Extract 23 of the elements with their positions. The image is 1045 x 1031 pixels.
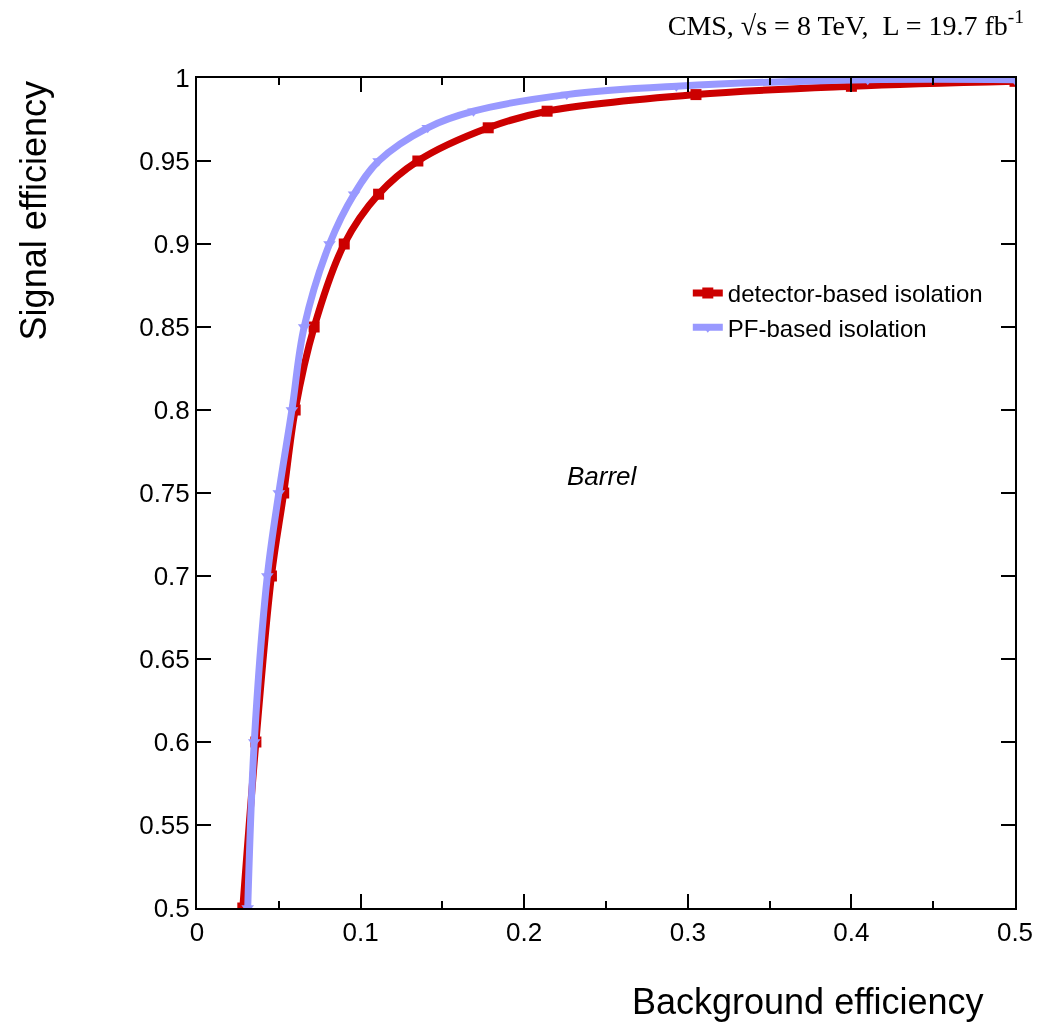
y-tick-label: 0.95 <box>139 146 190 177</box>
x-tick-label: 0.2 <box>506 917 543 948</box>
legend-label: detector-based isolation <box>727 280 983 308</box>
y-axis-title: Signal efficiency <box>13 80 55 341</box>
y-tick-label: 0.55 <box>139 810 190 841</box>
y-tick-label: 0.7 <box>153 561 190 592</box>
x-tick-label: 0.3 <box>669 917 706 948</box>
y-tick-label: 0.9 <box>153 229 190 260</box>
y-tick-label: 0.65 <box>139 644 190 675</box>
annotation: Barrel <box>567 461 638 491</box>
y-tick-label: 0.6 <box>153 727 190 758</box>
x-tick-label: 0 <box>189 917 205 948</box>
y-tick-label: 1 <box>175 63 190 94</box>
y-tick-label: 0.85 <box>139 312 190 343</box>
y-tick-label: 0.8 <box>153 395 190 426</box>
chart-title: CMS, √s = 8 TeV, L = 19.7 fb$^{-1}$ <box>667 6 1025 42</box>
legend-label: PF-based isolation <box>727 314 927 342</box>
x-axis-title: Background efficiency <box>632 981 984 1022</box>
y-tick-label: 0.75 <box>139 478 190 509</box>
x-tick-label: 0.5 <box>996 917 1034 948</box>
x-tick-label: 0.1 <box>342 917 379 948</box>
x-tick-label: 0.4 <box>833 917 870 948</box>
y-tick-label: 0.5 <box>153 893 190 924</box>
